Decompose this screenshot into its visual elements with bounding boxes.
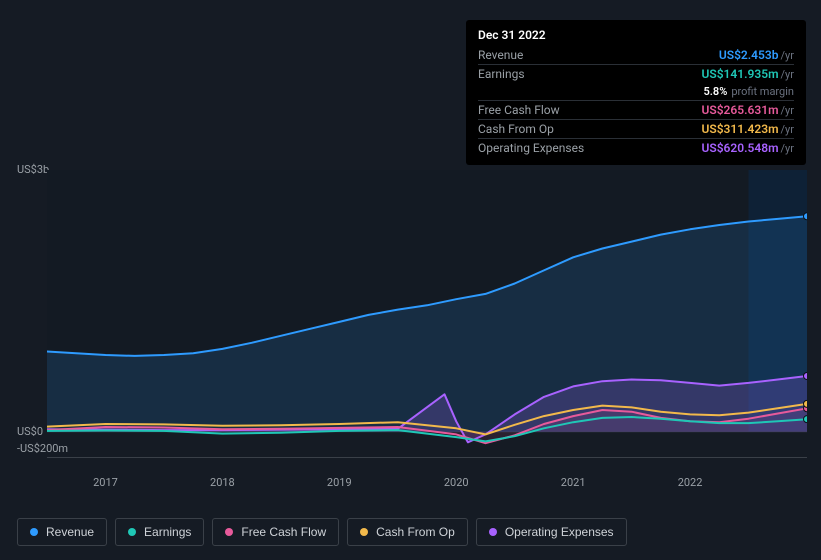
tooltip-row-value: US$311.423m/yr [701, 122, 794, 136]
tooltip-row-label: Earnings [478, 67, 525, 81]
x-tick-label: 2017 [93, 476, 118, 489]
tooltip-date: Dec 31 2022 [478, 28, 794, 46]
tooltip-row-value: US$620.548m/yr [701, 141, 794, 155]
x-tick-label: 2022 [678, 476, 703, 489]
legend-dot-icon [128, 528, 136, 536]
tooltip-row-label: Free Cash Flow [478, 103, 560, 117]
tooltip-row-value: US$265.631m/yr [701, 103, 794, 117]
financials-chart: US$3bUS$0-US$200m 2017201820192020202120… [17, 158, 807, 498]
x-tick-label: 2018 [210, 476, 235, 489]
legend-dot-icon [30, 528, 38, 536]
legend-label: Revenue [46, 525, 94, 539]
legend-item-opex[interactable]: Operating Expenses [476, 518, 627, 546]
legend-label: Free Cash Flow [241, 525, 326, 539]
plot-area[interactable] [47, 170, 807, 458]
x-axis-labels: 2017 2018 2019 2020 2021 2022 [47, 476, 807, 496]
x-tick-label: 2019 [327, 476, 352, 489]
tooltip-row-opex: Operating Expenses US$620.548m/yr [478, 138, 794, 157]
tooltip-row-value: US$141.935m/yr [701, 67, 794, 81]
legend-item-fcf[interactable]: Free Cash Flow [212, 518, 339, 546]
tooltip-row-label: Cash From Op [478, 122, 554, 136]
x-tick-label: 2020 [444, 476, 469, 489]
tooltip-row-fcf: Free Cash Flow US$265.631m/yr [478, 100, 794, 119]
legend-label: Cash From Op [376, 525, 455, 539]
legend-dot-icon [489, 528, 497, 536]
legend-item-earnings[interactable]: Earnings [115, 518, 204, 546]
tooltip-row-label: Revenue [478, 48, 523, 62]
tooltip-row-cash_op: Cash From Op US$311.423m/yr [478, 119, 794, 138]
legend-item-cash_op[interactable]: Cash From Op [347, 518, 468, 546]
legend-item-revenue[interactable]: Revenue [17, 518, 107, 546]
tooltip-profit-margin: 5.8% profit margin [478, 83, 794, 100]
chart-legend: Revenue Earnings Free Cash Flow Cash From O… [17, 518, 627, 546]
x-tick-label: 2021 [561, 476, 586, 489]
tooltip-row-earnings: Earnings US$141.935m/yr [478, 64, 794, 83]
data-tooltip: Dec 31 2022 Revenue US$2.453b/yr Earnings U… [466, 20, 806, 165]
tooltip-row-revenue: Revenue US$2.453b/yr [478, 46, 794, 64]
legend-label: Earnings [144, 525, 191, 539]
legend-dot-icon [360, 528, 368, 536]
tooltip-row-value: US$2.453b/yr [719, 48, 794, 62]
legend-dot-icon [225, 528, 233, 536]
legend-label: Operating Expenses [505, 525, 614, 539]
tooltip-row-label: Operating Expenses [478, 141, 584, 155]
